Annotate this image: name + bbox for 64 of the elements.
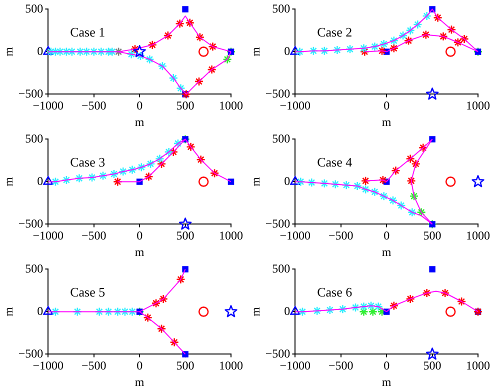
y-tick-label: 500 bbox=[272, 131, 290, 146]
x-tick-label: 1000 bbox=[466, 358, 490, 373]
x-axis-title: m bbox=[382, 374, 392, 389]
y-tick-label: 500 bbox=[272, 261, 290, 276]
y-tick-label: 0 bbox=[284, 174, 290, 188]
annotation: Case 3 bbox=[70, 154, 106, 170]
x-axis-title: m bbox=[382, 114, 392, 129]
x-tick-label: 500 bbox=[423, 358, 442, 373]
y-tick-label: 0 bbox=[37, 304, 44, 318]
y-axis-title: m bbox=[248, 46, 262, 56]
y-axis-title: m bbox=[248, 176, 262, 186]
x-tick-label: 1000 bbox=[466, 228, 490, 243]
x-tick-label: 0 bbox=[384, 98, 390, 113]
x-tick-label: 1000 bbox=[219, 98, 243, 113]
x-tick-label: 1000 bbox=[219, 358, 243, 373]
x-tick-label: 500 bbox=[176, 358, 194, 373]
y-axis-title: m bbox=[1, 176, 16, 186]
x-tick-label: 0 bbox=[384, 228, 390, 243]
x-tick-label: −1000 bbox=[32, 358, 64, 373]
x-tick-label: −500 bbox=[328, 228, 354, 243]
y-axis-title: m bbox=[1, 306, 16, 316]
y-axis-title: m bbox=[248, 306, 262, 316]
y-axis-title: m bbox=[1, 46, 16, 56]
annotation: Case 4 bbox=[317, 154, 353, 170]
x-tick-label: 1000 bbox=[466, 98, 490, 113]
y-tick-label: 500 bbox=[272, 1, 290, 16]
x-tick-label: 500 bbox=[176, 228, 194, 243]
x-tick-label: −500 bbox=[81, 98, 106, 113]
y-tick-label: 0 bbox=[284, 304, 290, 318]
y-tick-label: 500 bbox=[25, 261, 44, 276]
x-tick-label: −1000 bbox=[32, 98, 64, 113]
x-axis-title: m bbox=[134, 114, 145, 129]
y-tick-label: 500 bbox=[25, 1, 44, 16]
x-tick-label: 500 bbox=[423, 228, 442, 243]
x-tick-label: 1000 bbox=[219, 228, 243, 243]
y-tick-label: 0 bbox=[284, 44, 290, 58]
annotation: Case 5 bbox=[70, 284, 106, 300]
x-tick-label: −500 bbox=[81, 358, 106, 373]
y-tick-label: 0 bbox=[37, 44, 44, 58]
y-tick-label: −500 bbox=[265, 86, 290, 100]
x-tick-label: −1000 bbox=[280, 358, 311, 373]
y-tick-label: −500 bbox=[18, 86, 44, 100]
x-axis-title: m bbox=[382, 244, 392, 259]
x-tick-label: 0 bbox=[384, 358, 390, 373]
x-tick-label: −500 bbox=[328, 358, 354, 373]
annotation: Case 6 bbox=[317, 284, 353, 300]
x-axis-title: m bbox=[134, 244, 145, 259]
y-tick-label: −500 bbox=[265, 216, 290, 230]
x-tick-label: −1000 bbox=[32, 228, 64, 243]
x-tick-label: 0 bbox=[136, 228, 143, 243]
x-tick-label: 500 bbox=[176, 98, 194, 113]
annotation: Case 1 bbox=[70, 24, 106, 40]
y-tick-label: −500 bbox=[18, 216, 44, 230]
x-tick-label: −1000 bbox=[280, 98, 311, 113]
y-tick-label: −500 bbox=[265, 346, 290, 360]
x-axis-title: m bbox=[134, 374, 145, 389]
y-tick-label: 0 bbox=[37, 174, 44, 188]
x-tick-label: 0 bbox=[136, 358, 143, 373]
annotation: Case 2 bbox=[317, 24, 352, 40]
y-tick-label: −500 bbox=[18, 346, 44, 360]
x-tick-label: −1000 bbox=[280, 228, 311, 243]
y-tick-label: 500 bbox=[25, 131, 44, 146]
x-tick-label: 0 bbox=[136, 98, 143, 113]
x-tick-label: −500 bbox=[81, 228, 106, 243]
